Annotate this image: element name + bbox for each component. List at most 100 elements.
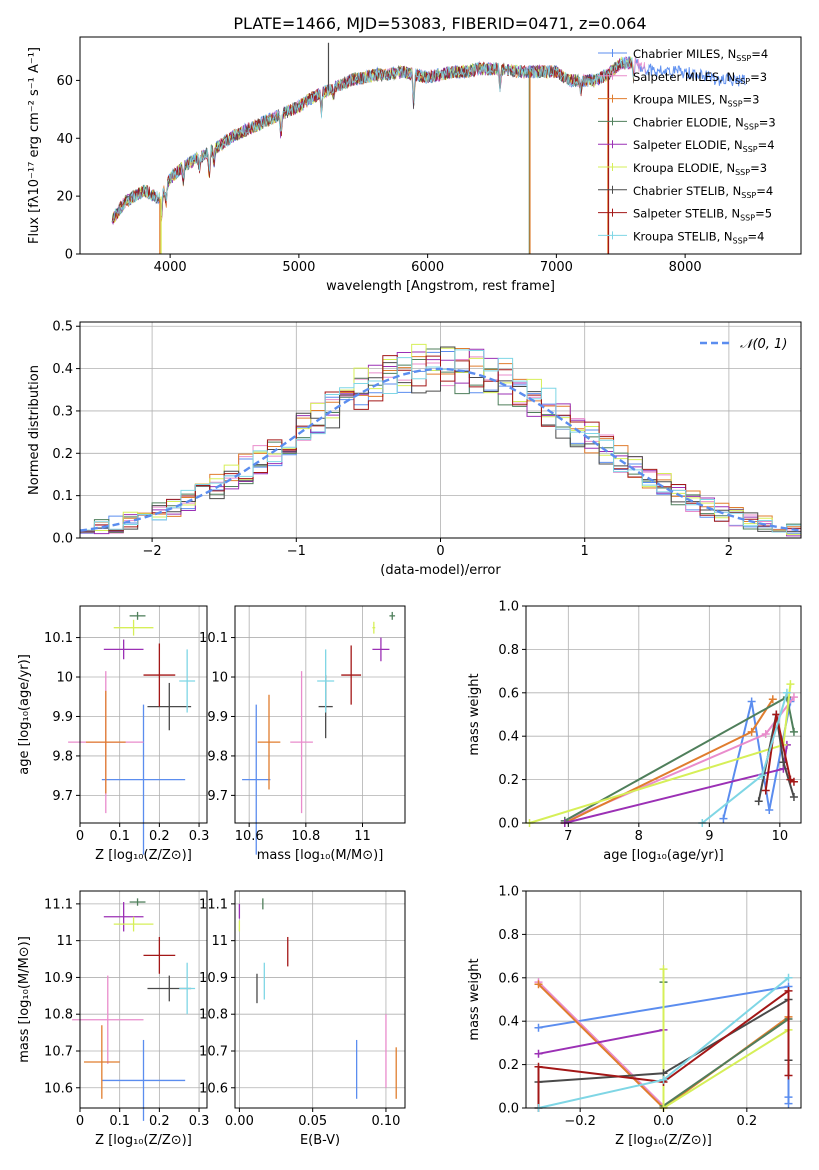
y-tick-label: 0.2 <box>498 773 519 788</box>
plot-area <box>111 42 746 254</box>
y-tick-label: 0.8 <box>498 643 519 658</box>
x-tick-label: 0.3 <box>189 1114 210 1129</box>
x-tick-label: 10 <box>772 829 789 844</box>
panel-residuals: −2 −1 0 1 2 0.0 0.1 0.2 0.3 0.4 0.5 (data-model)/er… <box>27 320 802 578</box>
y-tick-label: 10.9 <box>199 971 228 986</box>
data-point <box>719 814 728 823</box>
y-tick-label: 0.6 <box>498 686 519 701</box>
y-tick-label: 0 <box>65 248 73 263</box>
plot-area <box>534 965 793 1112</box>
y-tick-label: 1.0 <box>498 600 519 615</box>
series-line <box>722 701 792 819</box>
y-tick-label: 9.9 <box>52 710 73 725</box>
spectrum-line-salpeter-elodie <box>111 56 634 226</box>
x-tick-label: 0 <box>76 829 84 844</box>
y-tick-label: 0.2 <box>498 1058 519 1073</box>
plot-area <box>242 611 396 855</box>
x-tick-label: 0.2 <box>149 829 170 844</box>
panel-mass-vs-Z: 0 0.1 0.2 0.3 10.6 10.7 10.8 10.9 11 11.1 Z [log₁₀… <box>17 890 210 1148</box>
errorbar-kroupa-elodie <box>113 619 154 636</box>
data-point <box>786 680 795 689</box>
x-tick-label: 5000 <box>282 260 315 275</box>
x-tick-label: 7000 <box>540 260 573 275</box>
y-axis-label: Flux [fλ10⁻¹⁷ erg cm⁻² s⁻¹ A⁻¹] <box>27 47 42 244</box>
x-tick-label: 1 <box>581 544 589 559</box>
axes-frame: −0.2 0.0 0.2 0.0 0.2 0.4 0.6 0.8 1.0 Z [log₁₀(Z/Z… <box>467 885 802 1148</box>
data-point <box>534 1023 543 1032</box>
x-tick-label: 0.00 <box>225 1114 254 1129</box>
y-tick-label: 11 <box>211 934 228 949</box>
data-point <box>772 710 781 719</box>
series-line <box>564 744 788 824</box>
panel-mass-weight-vs-age: 7 8 9 10 0.0 0.2 0.4 0.6 0.8 1.0 age [log₁₀(age/yr… <box>467 600 802 863</box>
x-tick-label: 0 <box>76 1114 84 1129</box>
x-axis-label: Z [log₁₀(Z/Z⊙)] <box>95 848 192 863</box>
series-chabrier-elodie <box>560 693 798 825</box>
y-tick-label: 10.8 <box>44 1008 73 1023</box>
data-point <box>784 973 793 982</box>
y-tick-label: 0.0 <box>498 1102 519 1117</box>
legend-label: Chabrier MILES, NSSP=4 <box>633 47 768 63</box>
data-point <box>768 695 777 704</box>
x-axis-label: Z [log₁₀(Z/Z⊙)] <box>95 1133 192 1148</box>
x-tick-label: 0.1 <box>109 829 130 844</box>
y-tick-label: 10.8 <box>199 1008 228 1023</box>
axes-box <box>234 890 406 1109</box>
axes-box <box>79 890 208 1109</box>
x-tick-label: 0.1 <box>109 1114 130 1129</box>
data-point <box>789 693 798 702</box>
y-tick-label: 11.1 <box>44 897 73 912</box>
data-point <box>747 697 756 706</box>
series-kroupa-elodie <box>659 965 793 1112</box>
errorbar-chabrier-stelib <box>147 682 192 731</box>
plot-area <box>238 898 397 1099</box>
y-tick-label: 10 <box>211 671 228 686</box>
series-kroupa-miles <box>560 695 777 827</box>
y-tick-label: 0.5 <box>52 320 73 335</box>
legend-label: Kroupa MILES, NSSP=3 <box>633 93 759 109</box>
x-tick-label: 2 <box>725 544 733 559</box>
panel-spectrum: 4000 5000 6000 7000 8000 0 20 40 60 wavelength [A… <box>27 36 802 294</box>
data-point <box>784 1099 793 1108</box>
errorbar-chabrier-elodie <box>129 898 146 906</box>
errorbar-salpeter-stelib <box>143 936 176 974</box>
x-axis-label: (data-model)/error <box>380 563 501 578</box>
errorbar-salpeter-miles <box>72 975 144 1064</box>
panel-age-vs-Z: 0 0.1 0.2 0.3 9.7 9.8 9.9 10 10.1 Z [log₁₀(Z/Z⊙)]… <box>17 605 209 863</box>
x-tick-label: 0.0 <box>653 1114 674 1129</box>
y-axis-label: mass weight <box>467 673 482 755</box>
x-tick-label: 0.2 <box>149 1114 170 1129</box>
y-tick-label: 10.6 <box>44 1081 73 1096</box>
x-tick-label: 10.8 <box>291 829 320 844</box>
data-point <box>782 688 791 697</box>
errorbar-salpeter-elodie <box>103 639 144 660</box>
y-tick-label: 0.2 <box>52 447 73 462</box>
x-tick-label: 0.2 <box>736 1114 757 1129</box>
y-tick-label: 10.1 <box>199 631 228 646</box>
panel-age-vs-mass: 10.6 10.8 11 9.7 9.8 9.9 10 10.1 mass [log₁₀(M/M… <box>199 605 406 863</box>
y-tick-label: 0.4 <box>498 730 519 745</box>
errorbar-kroupa-miles <box>83 1025 120 1099</box>
x-tick-label: 11 <box>354 829 371 844</box>
x-tick-label: −2 <box>143 544 162 559</box>
grid-lines <box>235 606 405 823</box>
spectrum-line-salpeter-miles <box>111 57 647 223</box>
data-point <box>761 730 770 739</box>
legend-label: Salpeter MILES, NSSP=3 <box>633 70 767 86</box>
data-point <box>659 965 668 974</box>
plot-area <box>68 611 196 855</box>
y-axis-label: mass weight <box>467 958 482 1040</box>
plot-area <box>72 898 196 1121</box>
x-tick-label: 7 <box>564 829 572 844</box>
x-axis-label: age [log₁₀(age/yr)] <box>603 848 724 863</box>
x-axis-label: wavelength [Angstrom, rest frame] <box>326 279 555 294</box>
legend-label: Salpeter ELODIE, NSSP=4 <box>633 138 775 154</box>
y-axis-label: age [log₁₀(age/yr)] <box>17 654 32 775</box>
series-line <box>538 1028 664 1055</box>
data-point <box>765 805 774 814</box>
errorbar-kroupa-elodie <box>113 916 154 932</box>
legend: 𝒩(0, 1) <box>700 337 787 352</box>
axes-frame: 0 0.1 0.2 0.3 10.6 10.7 10.8 10.9 11 11.1 Z [log₁₀… <box>17 890 210 1148</box>
errorbar-salpeter-stelib <box>143 643 176 707</box>
legend-label: Chabrier ELODIE, NSSP=3 <box>633 115 776 131</box>
